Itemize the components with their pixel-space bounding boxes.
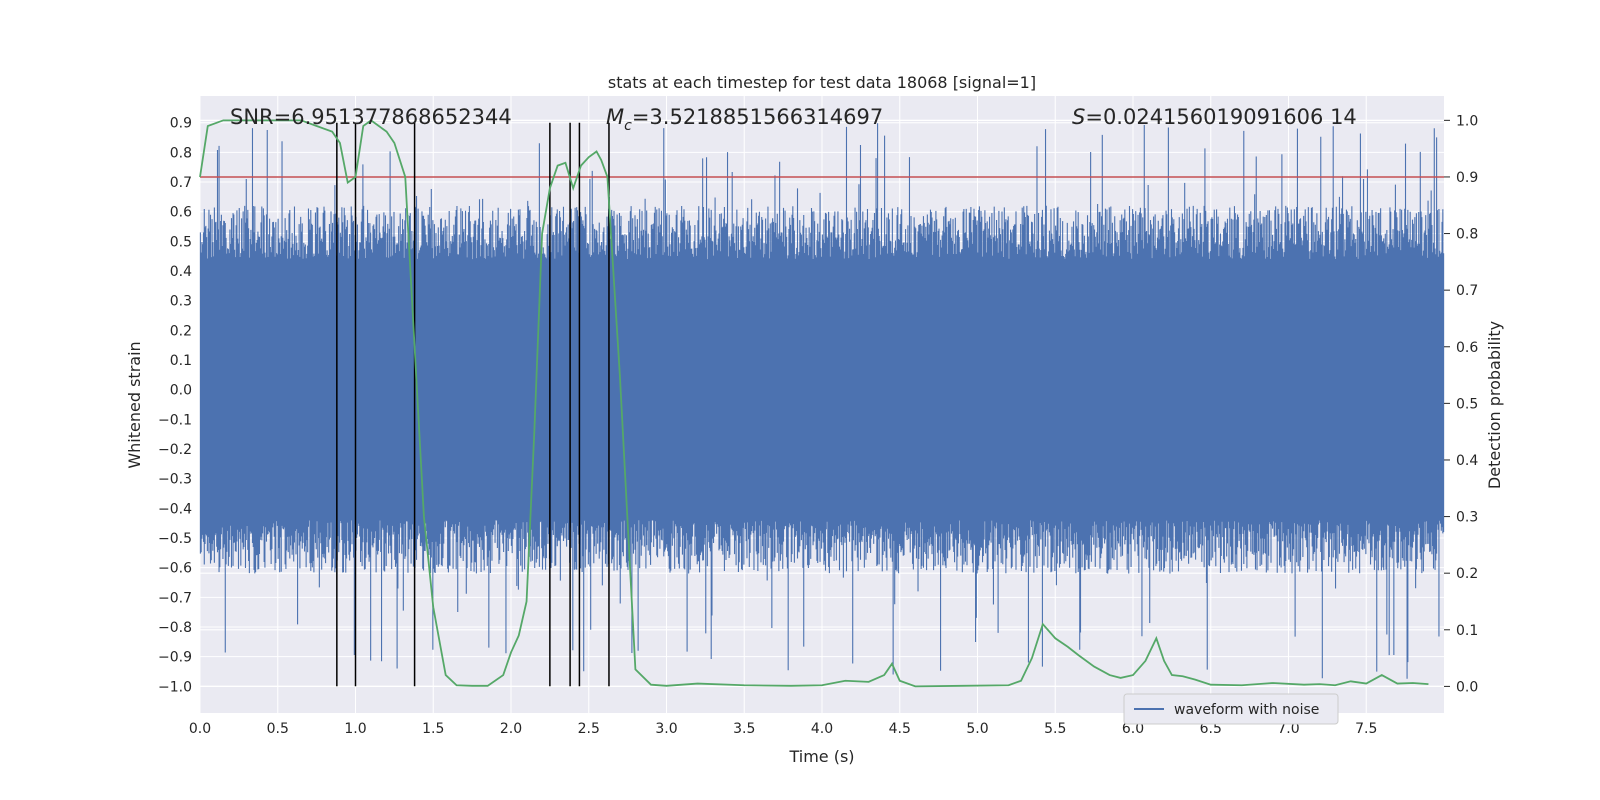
x-tick-label: 4.0 <box>811 721 833 737</box>
y-tick-label: −0.7 <box>158 590 192 606</box>
y2-tick-label: 0.9 <box>1456 170 1478 186</box>
y2-tick-label: 0.6 <box>1456 340 1478 356</box>
s-value: =0.024156019091606 14 <box>1085 105 1356 129</box>
y-axis-label: Whitened strain <box>125 341 144 468</box>
trigger-lines <box>336 122 610 687</box>
y-tick-label: −0.9 <box>158 650 192 666</box>
legend-label: waveform with noise <box>1174 702 1319 718</box>
mc-subscript: c <box>624 118 632 134</box>
chirp-mass-annotation: Mc=3.5218851566314697 <box>606 105 883 134</box>
y2-tick-label: 0.7 <box>1456 283 1478 299</box>
y2-tick-label: 0.8 <box>1456 227 1478 243</box>
s-annotation: S=0.024156019091606 14 <box>1072 105 1357 129</box>
y-tick-label: 0.4 <box>170 264 192 280</box>
x-tick-label: 2.5 <box>578 721 600 737</box>
y-tick-label: 0.0 <box>170 383 192 399</box>
y2-tick-label: 0.4 <box>1456 453 1478 469</box>
y-tick-label: −0.2 <box>158 442 192 458</box>
x-tick-label: 0.0 <box>189 721 211 737</box>
s-symbol: S <box>1072 105 1085 129</box>
snr-annotation: SNR=6.951377868652344 <box>230 105 512 129</box>
x-tick-label: 3.5 <box>733 721 755 737</box>
y-tick-label: 0.7 <box>170 175 192 191</box>
y-tick-label: −0.4 <box>158 501 192 517</box>
y-tick-label: 0.3 <box>170 294 192 310</box>
chart-title: stats at each timestep for test data 180… <box>608 73 1036 92</box>
y2-tick-label: 0.3 <box>1456 510 1478 526</box>
mc-value: =3.5218851566314697 <box>632 105 883 129</box>
y-tick-label: 0.6 <box>170 205 192 221</box>
probability-line <box>199 119 1429 688</box>
y-tick-label: 0.1 <box>170 353 192 369</box>
x-tick-label: 5.0 <box>966 721 988 737</box>
probability-series <box>199 119 1429 688</box>
x-tick-label: 6.0 <box>1122 721 1144 737</box>
y2-tick-label: 0.5 <box>1456 396 1478 412</box>
y-tick-label: −0.8 <box>158 620 192 636</box>
legend: waveform with noise <box>1123 693 1339 725</box>
mc-symbol: M <box>606 105 624 129</box>
y-tick-label: −0.1 <box>158 412 192 428</box>
y-tick-label: −1.0 <box>158 679 192 695</box>
y2-tick-label: 1.0 <box>1456 113 1478 129</box>
y-tick-label: −0.3 <box>158 472 192 488</box>
y-tick-label: 0.9 <box>170 116 192 132</box>
x-axis-label: Time (s) <box>788 747 854 766</box>
x-tick-label: 6.5 <box>1200 721 1222 737</box>
x-tick-labels: 0.0 0.5 1.0 1.5 2.0 2.5 3.0 3.5 4.0 4.5 5.0 5.5 6.0 6… <box>189 721 1378 737</box>
y-tick-label: −0.6 <box>158 561 192 577</box>
waveform-series <box>199 123 1445 679</box>
y-tick-label: 0.8 <box>170 145 192 161</box>
x-tick-label: 7.5 <box>1355 721 1377 737</box>
y-tick-labels: −1.0 −0.9 −0.8 −0.7 −0.6 −0.5 −0.4 −0.3 −0.2 −0.1… <box>158 116 192 696</box>
x-tick-label: 7.0 <box>1277 721 1299 737</box>
y2-tick-label: 0.2 <box>1456 566 1478 582</box>
y2-tick-label: 0.0 <box>1456 679 1478 695</box>
y2-tick-labels: 0.0 0.1 0.2 0.3 0.4 0.5 0.6 0.7 0.8 0.9 1.0 <box>1444 113 1478 695</box>
y-tick-label: 0.5 <box>170 234 192 250</box>
x-tick-label: 5.5 <box>1044 721 1066 737</box>
y2-axis-label: Detection probability <box>1485 321 1504 489</box>
x-tick-label: 0.5 <box>267 721 289 737</box>
x-tick-label: 4.5 <box>889 721 911 737</box>
waveform-line <box>199 123 1445 679</box>
y-tick-label: 0.2 <box>170 323 192 339</box>
legend-box <box>1123 693 1339 725</box>
x-tick-label: 1.0 <box>344 721 366 737</box>
x-tick-label: 3.0 <box>655 721 677 737</box>
x-tick-label: 2.0 <box>500 721 522 737</box>
y-tick-label: −0.5 <box>158 531 192 547</box>
x-tick-label: 1.5 <box>422 721 444 737</box>
y2-tick-label: 0.1 <box>1456 623 1478 639</box>
